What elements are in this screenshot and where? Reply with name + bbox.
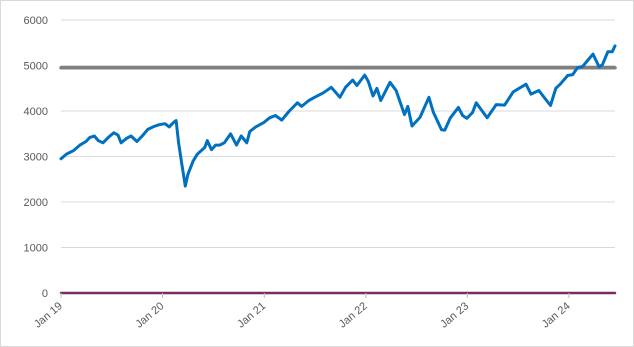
- y-tick-label: 2000: [24, 197, 48, 209]
- x-tick-label: Jan 24: [540, 300, 573, 330]
- x-tick-label: Jan 21: [235, 300, 268, 330]
- y-tick-label: 1000: [24, 243, 48, 255]
- y-tick-label: 4000: [24, 106, 48, 118]
- x-tick-label: Jan 20: [133, 300, 166, 330]
- y-tick-label: 3000: [24, 152, 48, 164]
- x-tick-label: Jan 19: [32, 300, 65, 330]
- x-tick-label: Jan 22: [337, 300, 370, 330]
- x-axis-tick-labels: Jan 19 Jan 20 Jan 21 Jan 22 Jan 23 Jan 24: [32, 293, 573, 331]
- y-axis-tick-labels: 0 1000 2000 3000 4000 5000 6000: [24, 15, 48, 300]
- series-layer: [59, 44, 617, 295]
- y-tick-label: 0: [42, 288, 48, 300]
- price-series-line: [59, 44, 617, 188]
- x-tick-label: Jan 23: [438, 300, 471, 330]
- y-tick-label: 6000: [24, 15, 48, 27]
- y-tick-label: 5000: [24, 61, 48, 73]
- gridlines: [61, 19, 615, 248]
